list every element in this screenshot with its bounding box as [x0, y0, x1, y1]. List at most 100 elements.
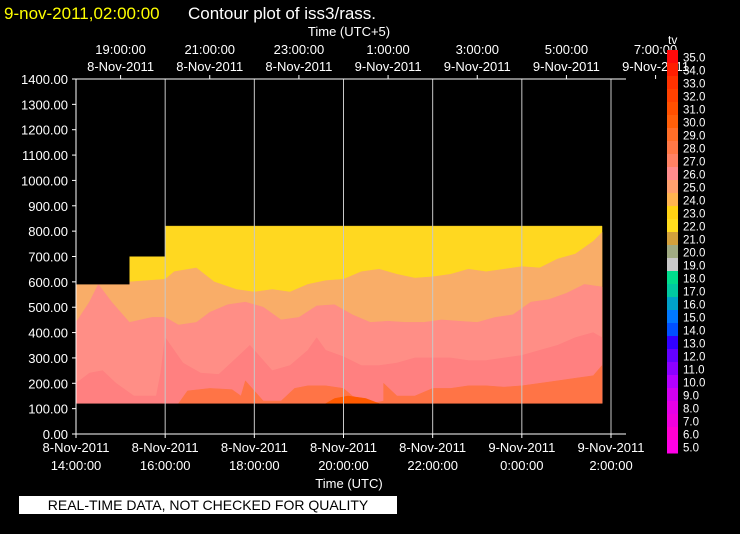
y-tick-label: 300.00 [28, 351, 68, 366]
legend-label: 14.0 [683, 326, 705, 338]
grid-lines [75, 79, 612, 434]
legend-swatch [667, 310, 678, 324]
bottom-tick-time: 22:00:00 [407, 458, 458, 473]
top-tick-time: 7:00:00 [634, 42, 677, 57]
bottom-tick-time: 0:00:00 [500, 458, 543, 473]
legend-label: 24.0 [683, 196, 705, 208]
legend-swatch [667, 102, 678, 116]
top-tick-date: 8-Nov-2011 [176, 59, 243, 74]
bottom-axis-label: Time (UTC) [315, 476, 382, 491]
legend-swatch [667, 349, 678, 363]
y-tick-label: 400.00 [28, 326, 68, 341]
y-tick-label: 700.00 [28, 250, 68, 265]
y-tick-label: 1000.00 [21, 173, 68, 188]
y-tick-label: 900.00 [28, 199, 68, 214]
y-axis-ticks: 0.00 100.00 200.00 300.00 400.00 500.00 600.00… [21, 72, 76, 442]
chart-title: Contour plot of iss3/rass. [188, 4, 376, 23]
legend-swatch [667, 258, 678, 272]
legend-label: 30.0 [683, 118, 705, 130]
bottom-tick-date: 8-Nov-2011 [310, 440, 377, 455]
y-tick-label: 600.00 [28, 275, 68, 290]
y-tick-label: 1300.00 [21, 97, 68, 112]
bottom-tick-time: 18:00:00 [229, 458, 280, 473]
legend-swatch [667, 76, 678, 90]
legend-label: 25.0 [683, 183, 705, 195]
y-tick-label: 1400.00 [21, 72, 68, 87]
legend-swatch [667, 63, 678, 77]
top-tick-date: 9-Nov-2011 [533, 59, 600, 74]
legend-label: 23.0 [683, 209, 705, 221]
legend-swatch [667, 141, 678, 155]
legend-swatch [667, 154, 678, 168]
legend-label: 13.0 [683, 339, 705, 351]
no-data-region [76, 256, 130, 285]
legend-swatch [667, 440, 678, 454]
top-tick-date: 9-Nov-2011 [355, 59, 422, 74]
legend-label: 22.0 [683, 222, 705, 234]
legend-label: 10.0 [683, 378, 705, 390]
top-tick-time: 5:00:00 [545, 42, 588, 57]
legend-swatch [667, 219, 678, 233]
legend-swatch [667, 284, 678, 298]
legend-label: 8.0 [683, 404, 699, 416]
y-tick-label: 200.00 [28, 376, 68, 391]
legend-swatch [667, 336, 678, 350]
legend-swatch [667, 180, 678, 194]
legend-swatch [667, 362, 678, 376]
legend-label: 20.0 [683, 248, 705, 260]
legend-label: 6.0 [683, 430, 699, 442]
legend-swatch [667, 401, 678, 415]
y-tick-label: 0.00 [43, 427, 68, 442]
bottom-tick-date: 8-Nov-2011 [132, 440, 199, 455]
legend-label: 16.0 [683, 300, 705, 312]
legend-swatch [667, 414, 678, 428]
top-axis-ticks: 19:00:00 8-Nov-2011 21:00:00 8-Nov-2011 23:0… [87, 42, 689, 79]
legend-swatch [667, 128, 678, 142]
legend-label: 31.0 [683, 105, 705, 117]
legend-label: 35.0 [683, 53, 705, 65]
top-tick-time: 1:00:00 [366, 42, 409, 57]
bottom-tick-time: 20:00:00 [318, 458, 369, 473]
top-tick-date: 8-Nov-2011 [87, 59, 154, 74]
legend-swatch [667, 297, 678, 311]
legend-label: 33.0 [683, 79, 705, 91]
band-27 [178, 364, 603, 404]
legend-swatch [667, 193, 678, 207]
top-tick-time: 23:00:00 [274, 42, 325, 57]
quality-notice: REAL-TIME DATA, NOT CHECKED FOR QUALITY [19, 496, 397, 514]
legend-label: 26.0 [683, 170, 705, 182]
top-tick-time: 21:00:00 [184, 42, 235, 57]
legend-label: 32.0 [683, 92, 705, 104]
y-tick-label: 800.00 [28, 224, 68, 239]
legend-swatch [667, 232, 678, 246]
legend-swatch [667, 50, 678, 64]
bottom-tick-time: 2:00:00 [589, 458, 632, 473]
legend-label: 18.0 [683, 274, 705, 286]
bottom-tick-date: 8-Nov-2011 [399, 440, 466, 455]
y-tick-label: 500.00 [28, 300, 68, 315]
legend-label: 11.0 [683, 365, 705, 377]
legend-swatch [667, 323, 678, 337]
legend-label: 29.0 [683, 131, 705, 143]
legend-swatch [667, 115, 678, 129]
top-tick-time: 19:00:00 [95, 42, 146, 57]
bottom-tick-date: 8-Nov-2011 [221, 440, 288, 455]
legend-swatch [667, 245, 678, 259]
bottom-tick-time: 14:00:00 [51, 458, 102, 473]
bottom-tick-date: 8-Nov-2011 [43, 440, 110, 455]
no-data-region [76, 226, 166, 257]
bottom-tick-date: 9-Nov-2011 [578, 440, 645, 455]
top-tick-date: 9-Nov-2011 [444, 59, 511, 74]
bottom-axis-ticks: 8-Nov-2011 14:00:00 8-Nov-2011 16:00:00 8-No… [43, 434, 645, 473]
legend-label: 28.0 [683, 144, 705, 156]
legend-label: 19.0 [683, 261, 705, 273]
bottom-tick-time: 16:00:00 [140, 458, 191, 473]
legend-label: 34.0 [683, 66, 705, 78]
legend-label: 7.0 [683, 417, 699, 429]
legend-label: 27.0 [683, 157, 705, 169]
top-tick-date: 9-Nov-2011 [622, 59, 689, 74]
bottom-tick-date: 9-Nov-2011 [488, 440, 555, 455]
legend-swatch [667, 89, 678, 103]
y-tick-label: 1100.00 [22, 148, 68, 163]
